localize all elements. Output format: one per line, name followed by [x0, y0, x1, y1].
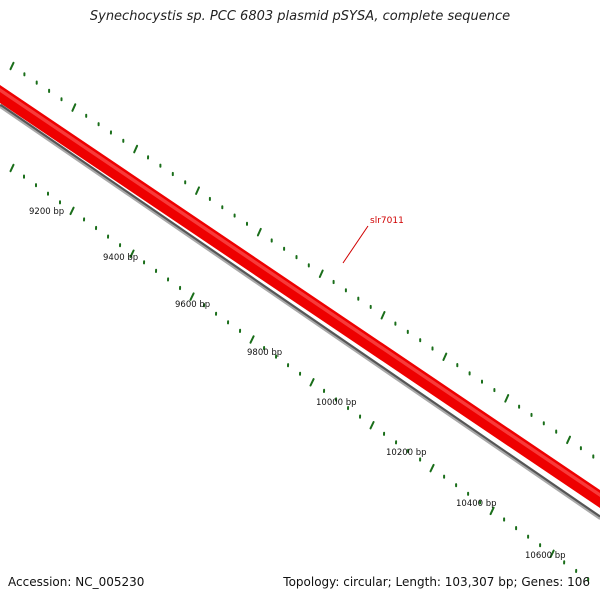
tick-label: 10200 bp — [386, 448, 427, 458]
map-title: Synechocystis sp. PCC 6803 plasmid pSYSA… — [89, 9, 511, 24]
outer-major-tick — [380, 311, 386, 320]
tick-label: 9600 bp — [175, 300, 210, 310]
tick-label: 10600 bp — [525, 551, 566, 561]
inner-major-tick — [189, 292, 195, 301]
outer-major-tick — [133, 144, 139, 154]
gene-label-slr7011[interactable]: slr7011 — [370, 216, 404, 226]
outer-major-tick — [195, 186, 200, 195]
outer-major-tick — [318, 269, 324, 278]
inner-major-tick — [249, 335, 255, 344]
outer-major-tick — [71, 103, 77, 112]
outer-major-tick — [504, 394, 510, 403]
tick-label: 9400 bp — [103, 253, 138, 263]
tick-label: 9800 bp — [247, 348, 282, 358]
backbone-line-dark — [0, 103, 600, 519]
outer-major-tick — [9, 61, 15, 71]
tick-label-group: 9200 bp 9400 bp 9600 bp 9800 bp 10000 bp… — [29, 207, 566, 561]
tick-label: 9200 bp — [29, 207, 64, 217]
tick-label: 10000 bp — [316, 398, 357, 408]
inner-major-tick — [9, 163, 15, 173]
inner-tick-track — [9, 163, 590, 582]
inner-major-tick — [309, 378, 315, 387]
gene-strand-highlight — [0, 88, 600, 497]
inner-major-tick — [69, 206, 75, 216]
accession-text: Accession: NC_005230 — [8, 575, 145, 589]
inner-major-tick — [369, 421, 375, 430]
inner-major-tick — [549, 549, 555, 558]
backbone-line-light — [0, 106, 600, 520]
gene-label-leader — [342, 225, 369, 264]
tick-label: 10400 bp — [456, 499, 497, 509]
gene-strand-band[interactable] — [0, 85, 600, 508]
outer-major-tick — [256, 227, 262, 237]
inner-major-tick — [129, 249, 135, 258]
inner-major-tick — [489, 506, 495, 516]
outer-major-tick — [442, 352, 448, 361]
outer-tick-track — [9, 61, 595, 459]
summary-text: Topology: circular; Length: 103,307 bp; … — [283, 575, 590, 589]
inner-major-tick — [429, 463, 435, 473]
outer-major-tick — [566, 435, 571, 445]
